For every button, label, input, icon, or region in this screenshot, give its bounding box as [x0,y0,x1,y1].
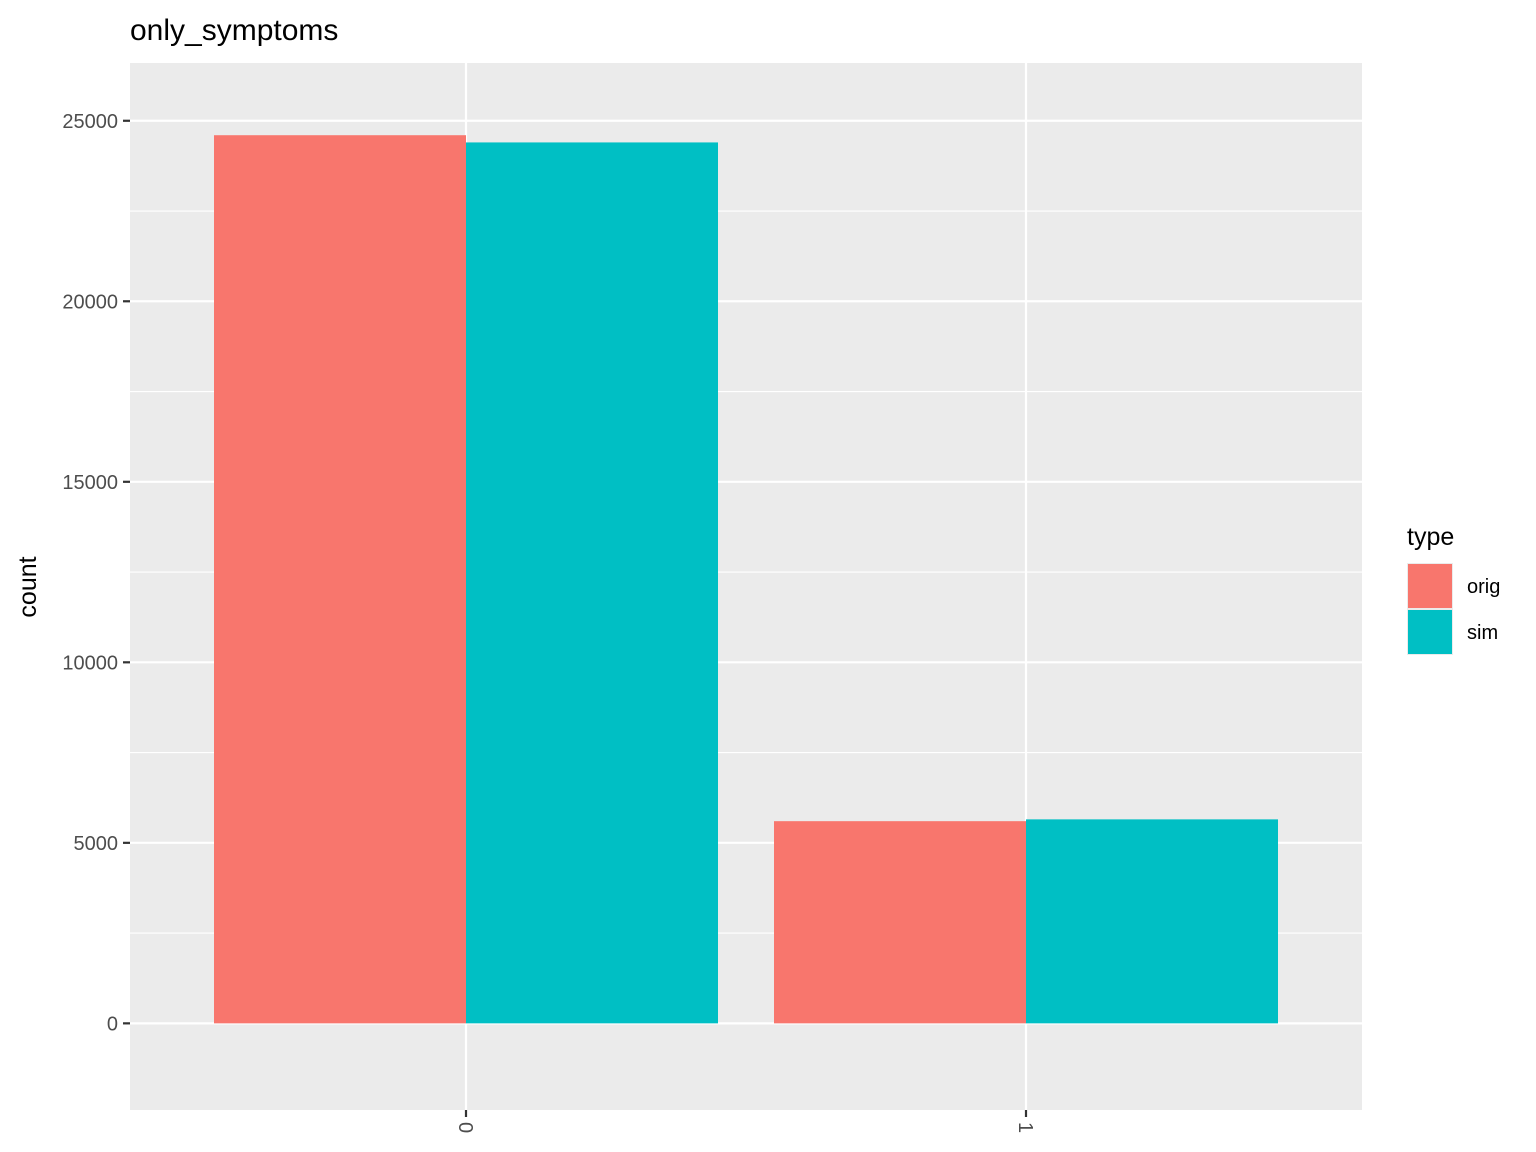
bar-sim-1 [1026,819,1278,1024]
legend: type orig sim [1407,523,1500,655]
axes: 0 5000 10000 15000 20000 25000 0 1 [62,111,1036,1133]
y-tick-label: 20000 [62,291,118,313]
legend-label-orig: orig [1467,576,1500,598]
y-tick-label: 5000 [74,833,119,855]
y-tick-label: 25000 [62,111,118,133]
legend-title: type [1407,523,1454,551]
bar-sim-0 [466,142,718,1024]
y-axis-title: count [14,556,42,617]
x-tick-label: 0 [454,1122,476,1133]
y-tick-label: 0 [107,1013,118,1035]
x-tick-label: 1 [1014,1122,1036,1133]
y-tick-label: 15000 [62,472,118,494]
bars [214,135,1278,1024]
legend-key-orig [1408,564,1452,608]
bar-orig-1 [774,821,1026,1024]
y-tick-label: 10000 [62,652,118,674]
chart-title: only_symptoms [130,14,338,47]
bar-orig-0 [214,135,466,1024]
legend-label-sim: sim [1467,622,1498,644]
legend-key-sim [1408,610,1452,654]
